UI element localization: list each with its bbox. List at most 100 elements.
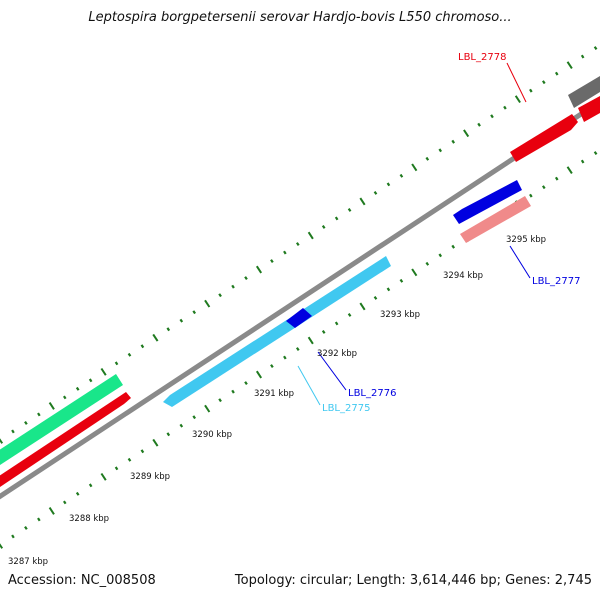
scale-tick <box>554 71 559 76</box>
scale-tick <box>127 457 132 462</box>
scale-tick <box>295 242 300 247</box>
scale-tick <box>334 216 339 221</box>
scale-tick <box>425 261 430 266</box>
scale-tick <box>24 525 28 530</box>
scale-tick <box>399 173 404 178</box>
scale-tick <box>166 327 171 332</box>
scale-tick <box>11 534 15 539</box>
scale-tick <box>477 122 481 127</box>
scale-tick <box>75 491 80 496</box>
scale-tick <box>48 402 55 410</box>
scale-tick <box>192 415 197 420</box>
tick-label: 3290 kbp <box>192 430 232 440</box>
scale-tick <box>270 259 274 264</box>
scale-tick <box>218 398 222 403</box>
scale-tick <box>62 395 67 400</box>
scale-tick <box>503 105 507 110</box>
scale-tick <box>62 500 67 505</box>
scale-tick <box>37 517 41 522</box>
scale-tick <box>359 197 366 206</box>
scale-tick <box>334 321 339 326</box>
scale-tick <box>100 367 107 376</box>
scale-tick <box>411 268 418 277</box>
tick-label: 3291 kbp <box>254 389 294 399</box>
gene-label-lbl2778: LBL_2778 <box>458 52 506 63</box>
gene-blue-lbl2777[interactable] <box>453 180 522 224</box>
gene-gray-far-right[interactable] <box>568 76 600 108</box>
accession-text: Accession: NC_008508 <box>8 573 156 588</box>
scale-tick <box>231 389 235 394</box>
scale-tick <box>541 80 546 85</box>
scale-tick <box>283 250 287 255</box>
scale-tick <box>399 278 404 283</box>
scale-tick <box>255 265 263 274</box>
scale-tick <box>307 231 314 240</box>
scale-tick <box>411 163 418 172</box>
leader-lbl2777 <box>509 245 531 279</box>
scale-tick <box>295 347 300 352</box>
scale-tick <box>438 253 443 258</box>
scale-tick <box>244 381 248 386</box>
tick-label: 3289 kbp <box>130 472 170 482</box>
scale-tick <box>114 361 119 366</box>
gene-red-far-right[interactable] <box>578 96 600 122</box>
scale-tick <box>218 293 222 298</box>
scale-tick <box>451 139 456 144</box>
scale-tick <box>386 182 391 187</box>
scale-tick <box>321 224 326 229</box>
scale-tick <box>321 329 326 334</box>
scale-tick <box>152 438 159 447</box>
scale-tick <box>244 276 248 281</box>
map-title: Leptospira borgpetersenii serovar Hardjo… <box>88 10 512 25</box>
leader-lbl2778 <box>506 62 527 103</box>
scale-tick <box>514 95 521 104</box>
genome-stats-text: Topology: circular; Length: 3,614,446 bp… <box>234 573 592 588</box>
scale-tick <box>204 404 211 413</box>
gene-green-top[interactable] <box>0 374 123 467</box>
scale-tick <box>11 429 15 434</box>
scale-tick <box>566 61 573 69</box>
scale-tick <box>347 207 352 212</box>
scale-tick <box>0 543 4 549</box>
scale-tick <box>127 352 132 357</box>
scale-tick <box>270 364 274 369</box>
tick-label: 3295 kbp <box>506 235 546 245</box>
scale-tick <box>554 176 559 181</box>
scale-tick <box>75 386 80 391</box>
scale-tick <box>152 333 159 342</box>
gene-cyan-lbl2775[interactable] <box>163 256 391 407</box>
scale-tick <box>88 483 93 488</box>
scale-tick <box>37 412 41 417</box>
scale-tick <box>580 54 585 59</box>
gene-label-lbl2776: LBL_2776 <box>348 388 396 399</box>
scale-tick <box>529 193 533 198</box>
scale-tick <box>100 472 107 481</box>
tick-label: 3293 kbp <box>380 310 420 320</box>
genes-layer <box>0 76 600 489</box>
scale-tick <box>179 318 184 323</box>
gene-label-lbl2777: LBL_2777 <box>532 276 580 287</box>
tick-label: 3288 kbp <box>69 514 109 524</box>
scale-tick <box>386 287 391 292</box>
gene-pink[interactable] <box>460 196 531 243</box>
scale-tick <box>451 244 456 249</box>
scale-tick <box>438 148 443 153</box>
gene-red-left[interactable] <box>0 392 131 489</box>
scale-tick <box>140 449 145 454</box>
scale-tick <box>114 466 119 471</box>
tick-label: 3292 kbp <box>317 349 357 359</box>
scale-tick <box>24 420 28 425</box>
scale-tick <box>255 370 263 379</box>
scale-tick <box>0 438 4 444</box>
scale-tick <box>566 166 573 174</box>
scale-tick <box>541 185 546 190</box>
scale-tick <box>593 46 598 51</box>
gene-red-lbl2778[interactable] <box>510 114 578 162</box>
scale-tick <box>359 302 366 311</box>
gene-blue-lbl2776[interactable] <box>286 308 312 328</box>
leader-lbl2775 <box>297 365 321 406</box>
scale-tick <box>283 355 287 360</box>
scale-tick <box>204 299 211 308</box>
scale-tick <box>140 344 145 349</box>
scale-tick <box>48 507 55 515</box>
